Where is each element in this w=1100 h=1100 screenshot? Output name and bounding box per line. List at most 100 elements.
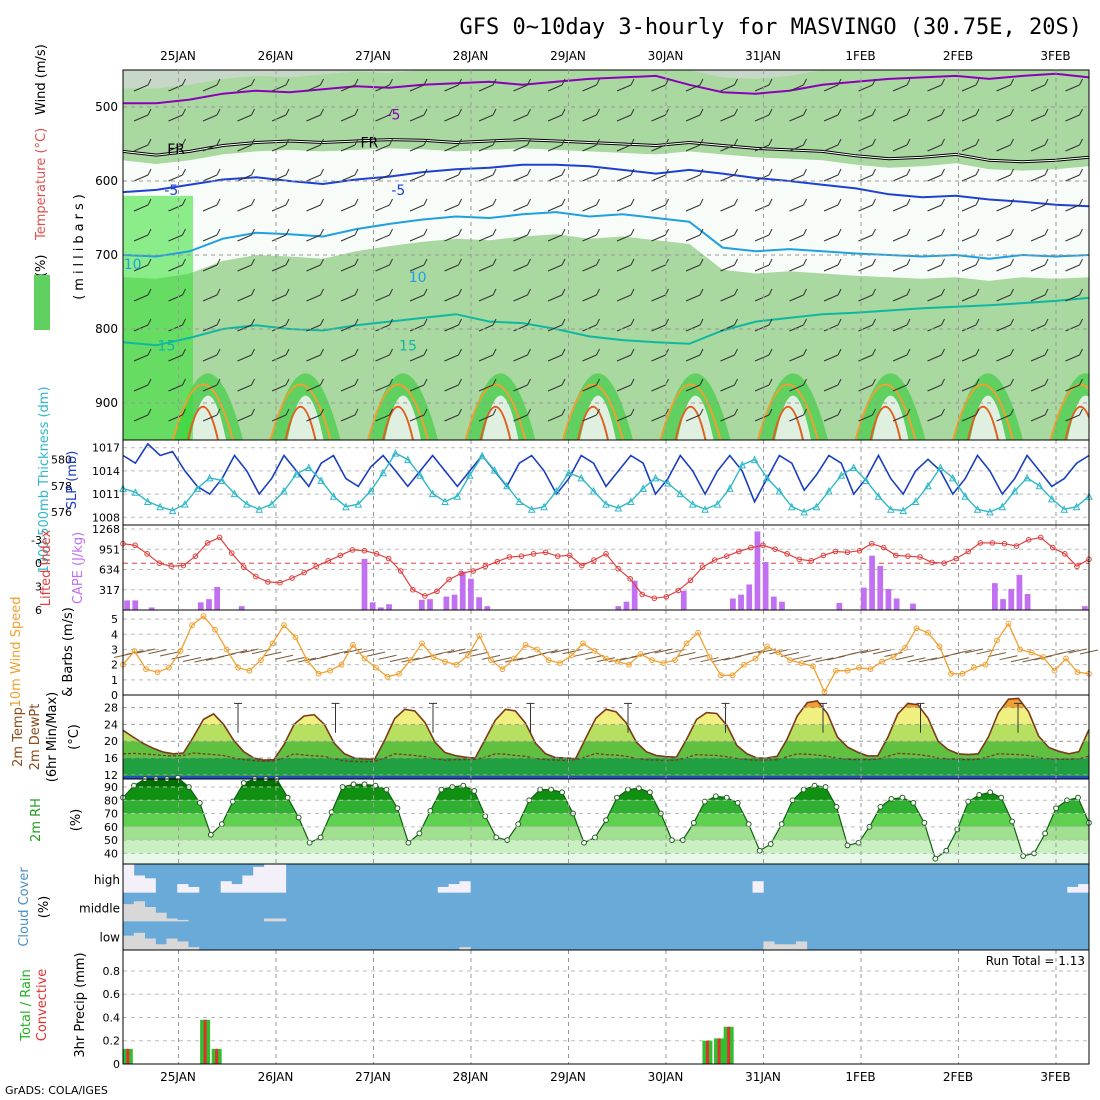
cloud-cell — [144, 907, 156, 922]
li-tick: 3 — [35, 581, 42, 594]
contour-label: 10 — [409, 270, 427, 286]
thickness-marker — [577, 473, 586, 482]
wind-barb — [478, 264, 494, 272]
temp-baseline — [123, 776, 1089, 779]
wind-barb-flag — [423, 288, 428, 296]
wind-barb — [202, 354, 218, 362]
wind-tick: 4 — [111, 628, 118, 641]
wind-barb — [133, 174, 149, 182]
wind-barb — [582, 294, 597, 302]
rh-marker — [756, 847, 763, 854]
cloud-cell — [155, 912, 167, 922]
li-marker — [434, 588, 440, 595]
rh-marker — [515, 821, 522, 828]
temp-contour-25 — [967, 405, 999, 440]
li-marker — [977, 540, 984, 546]
date-label-bottom: 30JAN — [648, 1070, 684, 1084]
wind-barb-10m — [366, 651, 386, 657]
wind-barb-flag — [630, 168, 635, 176]
li-tick: -3 — [31, 534, 42, 547]
wind-barb — [168, 174, 183, 182]
li-marker — [253, 573, 259, 580]
wind-barb-flag — [872, 228, 876, 236]
wind-barb — [616, 234, 632, 242]
wind-barb — [789, 264, 804, 272]
wind-barb-flag — [147, 198, 152, 206]
wind-barb-10m — [228, 650, 248, 656]
li-marker — [675, 587, 682, 594]
wind-barb-flag — [975, 138, 980, 146]
cape-bar — [746, 584, 753, 610]
wind-barb-flag — [630, 408, 635, 416]
wind-barb-flag — [1044, 78, 1049, 86]
wind-barb-flag — [354, 228, 359, 236]
wind-barb — [892, 174, 908, 182]
wind-barb — [754, 114, 770, 122]
wind-barb-flag — [906, 78, 911, 86]
wind-barb — [1030, 84, 1046, 92]
temp-contour-25 — [479, 405, 512, 440]
wind-barb-flag — [216, 198, 221, 206]
li-marker — [1062, 551, 1068, 557]
wind-barb-flag — [458, 258, 462, 266]
wind-barb-flag — [699, 228, 704, 236]
wind-barb — [961, 354, 977, 362]
cape-bar — [206, 599, 212, 610]
wind-barb-flag — [1079, 318, 1083, 326]
wind-barb-flag — [630, 78, 635, 86]
wind-barb-flag — [216, 138, 221, 146]
temp-contour-25 — [382, 405, 414, 440]
wind-barb — [892, 384, 908, 392]
wind-barb — [961, 84, 977, 92]
wind-speed-marker — [706, 654, 713, 660]
wind-barb-flag — [872, 108, 876, 116]
wind-barb — [789, 414, 804, 422]
wind-barb-flag — [803, 348, 807, 356]
wind-barb-flag — [423, 78, 428, 86]
rh-plume-core — [872, 395, 909, 440]
li-marker — [748, 544, 754, 551]
wind-barb — [547, 204, 563, 212]
li-marker — [156, 560, 163, 567]
temp-contour-line — [123, 296, 1089, 347]
wind-barb-flag — [734, 168, 738, 176]
wind-barb — [306, 144, 321, 152]
wind-tick: 3 — [111, 643, 118, 656]
wind-barb — [789, 144, 804, 152]
thickness-tick: 580 — [51, 454, 72, 467]
wind-barb — [271, 114, 287, 122]
li-marker — [591, 557, 597, 563]
wind-barb-flag — [320, 138, 324, 146]
wind-barb — [133, 414, 149, 422]
rh-marker — [592, 834, 598, 841]
wind-barb — [858, 294, 873, 302]
thickness-marker — [1023, 473, 1031, 482]
wind-barb — [547, 354, 563, 362]
wind-barb-10m — [849, 649, 869, 655]
wind-barb — [168, 234, 183, 242]
wind-barb — [754, 384, 770, 392]
fr-contour-inner — [123, 139, 1089, 163]
wind-barb-flag — [354, 138, 359, 146]
rh-ylabels: 2m RH (%) — [29, 798, 84, 842]
li-marker — [893, 552, 899, 559]
wind-barb — [789, 384, 804, 392]
wind-barb-flag — [147, 78, 152, 86]
rh-marker — [712, 793, 719, 800]
wind-barb — [375, 204, 390, 212]
temp-contour-20 — [1049, 383, 1089, 440]
wind-barb — [513, 234, 528, 242]
wind-barb-flag — [1079, 228, 1083, 236]
wind-barb-flag — [596, 348, 600, 356]
wind-speed-line — [122, 615, 1090, 694]
li-marker — [494, 558, 501, 565]
wind-barb-flag — [803, 318, 807, 326]
cloud-cell — [133, 875, 146, 893]
wind-barb-flag — [803, 258, 807, 266]
wind-barb — [892, 324, 908, 332]
wind-barb — [547, 84, 563, 92]
wind-barb — [375, 234, 390, 242]
li-marker — [410, 586, 416, 593]
cape-bar — [361, 558, 368, 610]
